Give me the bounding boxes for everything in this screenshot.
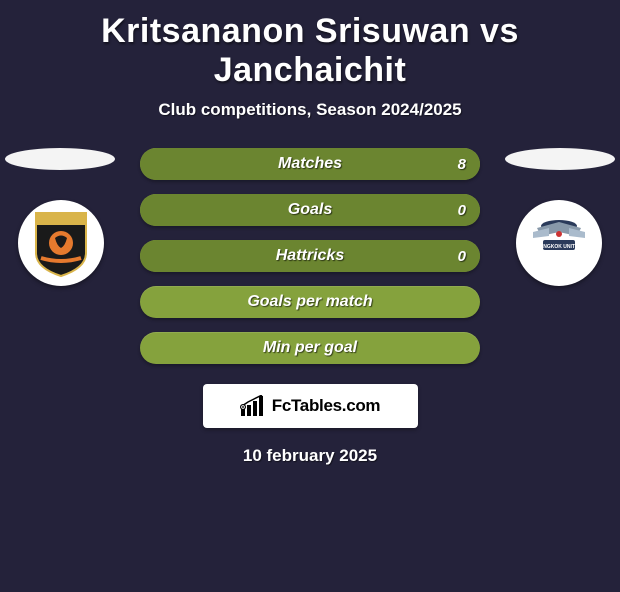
brand-box: FcTables.com bbox=[203, 384, 418, 428]
stat-value-right: 0 bbox=[458, 248, 466, 265]
player-right-badge: BANGKOK UNITED bbox=[516, 200, 602, 286]
subtitle: Club competitions, Season 2024/2025 bbox=[0, 100, 620, 120]
club-shield-right-icon: BANGKOK UNITED bbox=[529, 208, 589, 278]
player-left-ellipse bbox=[5, 148, 115, 170]
stat-row: Hattricks 0 bbox=[140, 240, 480, 272]
stat-label: Goals bbox=[288, 201, 332, 219]
player-right-ellipse bbox=[505, 148, 615, 170]
stat-label: Matches bbox=[278, 155, 342, 173]
stat-row: Goals per match bbox=[140, 286, 480, 318]
main-content: BANGKOK UNITED Matches8Goals0Hattricks0G… bbox=[0, 148, 620, 466]
stat-label: Goals per match bbox=[247, 293, 372, 311]
club-shield-left-icon bbox=[31, 208, 91, 278]
stat-label: Min per goal bbox=[263, 339, 357, 357]
player-left-badge bbox=[18, 200, 104, 286]
stats-bars: Matches 8 Goals 0 Hattricks 0 Goals per match M… bbox=[140, 148, 480, 364]
svg-text:BANGKOK UNITED: BANGKOK UNITED bbox=[536, 244, 582, 250]
brand-text: FcTables.com bbox=[272, 396, 381, 416]
stat-row: Min per goal bbox=[140, 332, 480, 364]
stat-row: Matches 8 bbox=[140, 148, 480, 180]
page-title: Kritsananon Srisuwan vs Janchaichit bbox=[0, 12, 620, 90]
stat-value-right: 8 bbox=[458, 156, 466, 173]
stat-label: Hattricks bbox=[276, 247, 344, 265]
stat-value-right: 0 bbox=[458, 202, 466, 219]
fctables-logo-icon bbox=[240, 395, 266, 417]
stat-row: Goals 0 bbox=[140, 194, 480, 226]
date-text: 10 february 2025 bbox=[0, 446, 620, 466]
